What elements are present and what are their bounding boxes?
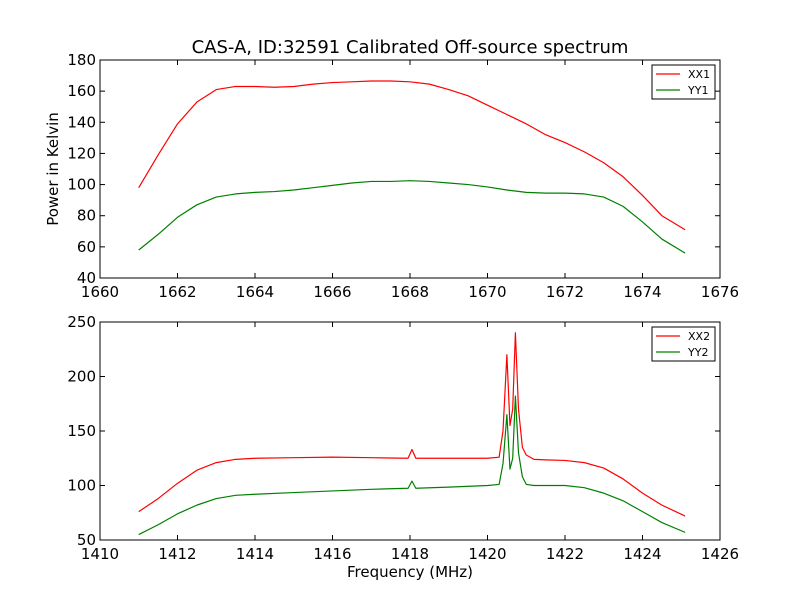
top-x-tick-label: 1670 (468, 283, 506, 301)
series-line-yy2 (138, 395, 686, 536)
bottom-y-tick-label: 150 (67, 422, 96, 440)
bottom-x-tick-label: 1416 (313, 545, 351, 563)
top-legend: XX1 YY1 (651, 64, 716, 100)
bottom-x-tick-label: 1420 (468, 545, 506, 563)
bottom-subplot: 1410 1412 1414 1416 1418 1420 1422 1424 1426 50 10… (67, 313, 739, 581)
bottom-legend-box (651, 326, 716, 362)
legend-label-yy2: YY2 (687, 346, 708, 359)
top-x-tick-label: 1664 (236, 283, 274, 301)
series-line-yy1 (138, 180, 686, 254)
bottom-x-tick-label: 1426 (701, 545, 739, 563)
top-x-tick-label: 1660 (81, 283, 119, 301)
top-y-tick-label: 80 (77, 207, 96, 225)
legend-label-xx1: XX1 (688, 68, 710, 81)
legend-label-yy1: YY1 (687, 84, 708, 97)
bottom-y-tick-label: 200 (67, 368, 96, 386)
top-x-tick-label: 1666 (313, 283, 351, 301)
top-x-tick-label: 1668 (391, 283, 429, 301)
bottom-x-tick-label: 1412 (158, 545, 196, 563)
series-line-xx2 (138, 332, 686, 517)
legend-label-xx2: XX2 (688, 330, 710, 343)
top-x-tick-label: 1672 (546, 283, 584, 301)
top-y-tick-label: 60 (77, 238, 96, 256)
bottom-x-axis-label: Frequency (MHz) (347, 563, 473, 581)
top-plot-ticks: 1660 1662 1664 1666 1668 1670 1672 1674 1676 40 60… (67, 51, 739, 301)
bottom-plot-lines (138, 332, 686, 536)
bottom-y-tick-label: 250 (67, 313, 96, 331)
bottom-x-tick-label: 1414 (236, 545, 274, 563)
top-legend-box (651, 64, 716, 100)
top-plot-lines (138, 80, 686, 254)
top-x-tick-label: 1676 (701, 283, 739, 301)
top-x-tick-label: 1662 (158, 283, 196, 301)
bottom-x-tick-label: 1424 (623, 545, 661, 563)
top-y-tick-label: 40 (77, 269, 96, 287)
top-x-tick-label: 1674 (623, 283, 661, 301)
chart-title: CAS-A, ID:32591 Calibrated Off-source sp… (192, 37, 629, 58)
bottom-x-tick-label: 1422 (546, 545, 584, 563)
top-y-tick-label: 160 (67, 82, 96, 100)
top-y-tick-label: 140 (67, 113, 96, 131)
top-y-axis-label: Power in Kelvin (44, 112, 62, 226)
top-y-tick-label: 120 (67, 144, 96, 162)
series-line-xx1 (138, 80, 686, 231)
top-y-tick-label: 180 (67, 51, 96, 69)
top-subplot: 1660 1662 1664 1666 1668 1670 1672 1674 1676 40 60… (44, 51, 739, 301)
bottom-x-tick-label: 1410 (81, 545, 119, 563)
bottom-legend: XX2 YY2 (651, 326, 716, 362)
bottom-x-tick-label: 1418 (391, 545, 429, 563)
bottom-y-tick-label: 50 (77, 531, 96, 549)
bottom-plot-ticks: 1410 1412 1414 1416 1418 1420 1422 1424 1426 50 10… (67, 313, 739, 563)
bottom-y-tick-label: 100 (67, 477, 96, 495)
top-y-tick-label: 100 (67, 176, 96, 194)
